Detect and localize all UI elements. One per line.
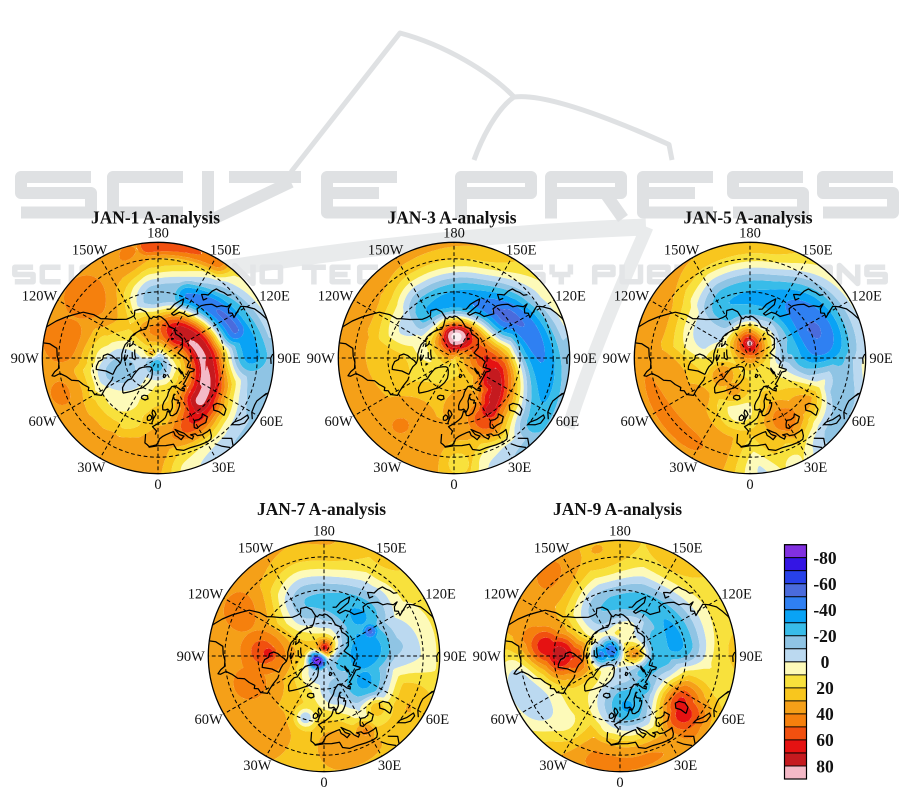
svg-text:150W: 150W [71, 242, 107, 258]
svg-text:30W: 30W [243, 758, 272, 774]
svg-text:JAN-9 A-analysis: JAN-9 A-analysis [553, 499, 682, 519]
svg-text:JAN-3 A-analysis: JAN-3 A-analysis [388, 207, 517, 227]
svg-text:30E: 30E [804, 460, 828, 476]
svg-text:90E: 90E [739, 649, 763, 665]
svg-text:120W: 120W [187, 586, 223, 602]
svg-text:60E: 60E [721, 712, 745, 728]
svg-text:120E: 120E [851, 288, 882, 304]
svg-text:120E: 120E [721, 586, 752, 602]
svg-text:30W: 30W [669, 460, 698, 476]
svg-text:150E: 150E [506, 242, 537, 258]
svg-text:120W: 120W [483, 586, 519, 602]
svg-text:-40: -40 [813, 600, 837, 620]
svg-text:-80: -80 [813, 548, 837, 568]
svg-text:90W: 90W [307, 351, 336, 367]
svg-text:150W: 150W [533, 540, 569, 556]
svg-text:30E: 30E [211, 460, 235, 476]
svg-text:90W: 90W [603, 351, 632, 367]
svg-text:30W: 30W [539, 758, 568, 774]
svg-text:20: 20 [816, 678, 834, 698]
svg-text:150E: 150E [209, 242, 240, 258]
svg-text:60E: 60E [425, 712, 449, 728]
svg-text:0: 0 [154, 476, 161, 492]
svg-text:60E: 60E [556, 414, 580, 430]
svg-text:90E: 90E [443, 649, 467, 665]
svg-text:-60: -60 [813, 574, 837, 594]
svg-text:80: 80 [816, 756, 834, 776]
svg-text:0: 0 [320, 775, 327, 791]
svg-text:120W: 120W [318, 288, 354, 304]
svg-text:150E: 150E [375, 540, 406, 556]
svg-text:90E: 90E [869, 351, 893, 367]
svg-text:0: 0 [821, 652, 830, 672]
svg-text:150E: 150E [671, 540, 702, 556]
svg-text:0: 0 [746, 477, 753, 493]
svg-text:90E: 90E [573, 351, 597, 367]
svg-text:60W: 60W [621, 414, 650, 430]
svg-text:60W: 60W [28, 414, 57, 430]
svg-text:180: 180 [147, 225, 169, 241]
svg-text:JAN-7 A-analysis: JAN-7 A-analysis [257, 499, 386, 519]
svg-text:30E: 30E [377, 758, 401, 774]
svg-text:90W: 90W [10, 351, 39, 367]
svg-text:30W: 30W [77, 460, 106, 476]
svg-text:60W: 60W [194, 712, 223, 728]
svg-text:150W: 150W [664, 242, 700, 258]
svg-text:30W: 30W [373, 460, 402, 476]
svg-text:180: 180 [739, 225, 761, 241]
svg-text:120E: 120E [259, 288, 290, 304]
svg-text:120W: 120W [614, 288, 650, 304]
svg-text:60W: 60W [490, 712, 518, 728]
svg-text:180: 180 [609, 524, 631, 540]
svg-text:120W: 120W [21, 288, 57, 304]
svg-text:90W: 90W [176, 649, 205, 665]
svg-text:30E: 30E [508, 460, 532, 476]
svg-text:60W: 60W [325, 414, 354, 430]
svg-text:40: 40 [816, 704, 834, 724]
svg-text:150W: 150W [368, 242, 404, 258]
svg-text:120E: 120E [425, 586, 456, 602]
svg-text:30E: 30E [673, 758, 697, 774]
svg-text:150W: 150W [237, 540, 273, 556]
svg-text:120E: 120E [555, 288, 586, 304]
svg-text:JAN-5 A-analysis: JAN-5 A-analysis [684, 207, 813, 227]
svg-text:JAN-1 A-analysis: JAN-1 A-analysis [91, 207, 220, 227]
svg-text:0: 0 [616, 775, 623, 791]
svg-text:60E: 60E [259, 414, 283, 430]
svg-text:0: 0 [450, 477, 457, 493]
svg-text:90W: 90W [472, 649, 501, 665]
svg-text:90E: 90E [277, 351, 301, 367]
svg-text:-20: -20 [813, 626, 837, 646]
svg-text:60E: 60E [852, 414, 876, 430]
svg-text:180: 180 [313, 524, 335, 540]
svg-text:150E: 150E [802, 242, 833, 258]
svg-text:60: 60 [816, 730, 834, 750]
svg-text:180: 180 [443, 225, 465, 241]
